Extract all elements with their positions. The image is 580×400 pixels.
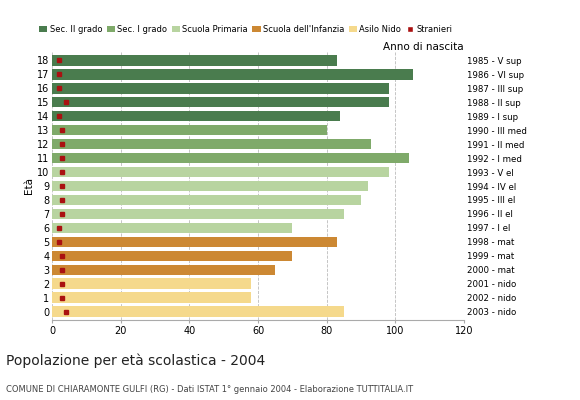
Bar [52, 69, 412, 80]
Y-axis label: Età: Età [24, 178, 34, 194]
Bar [52, 55, 337, 66]
Bar [52, 278, 251, 289]
Bar [52, 153, 409, 163]
Bar [52, 264, 276, 275]
Bar [52, 125, 327, 136]
Bar [52, 209, 344, 219]
Bar [52, 181, 368, 191]
Bar [52, 223, 292, 233]
Bar [52, 167, 389, 177]
Text: COMUNE DI CHIARAMONTE GULFI (RG) - Dati ISTAT 1° gennaio 2004 - Elaborazione TUT: COMUNE DI CHIARAMONTE GULFI (RG) - Dati … [6, 385, 413, 394]
Bar [52, 292, 251, 303]
Text: Anno di nascita: Anno di nascita [383, 42, 464, 52]
Bar [52, 306, 344, 317]
Bar [52, 236, 337, 247]
Legend: Sec. II grado, Sec. I grado, Scuola Primaria, Scuola dell'Infanzia, Asilo Nido, : Sec. II grado, Sec. I grado, Scuola Prim… [36, 21, 456, 37]
Bar [52, 139, 371, 149]
Bar [52, 195, 361, 205]
Bar [52, 97, 389, 108]
Bar [52, 250, 292, 261]
Bar [52, 83, 389, 94]
Text: Popolazione per età scolastica - 2004: Popolazione per età scolastica - 2004 [6, 354, 265, 368]
Bar [52, 111, 340, 122]
